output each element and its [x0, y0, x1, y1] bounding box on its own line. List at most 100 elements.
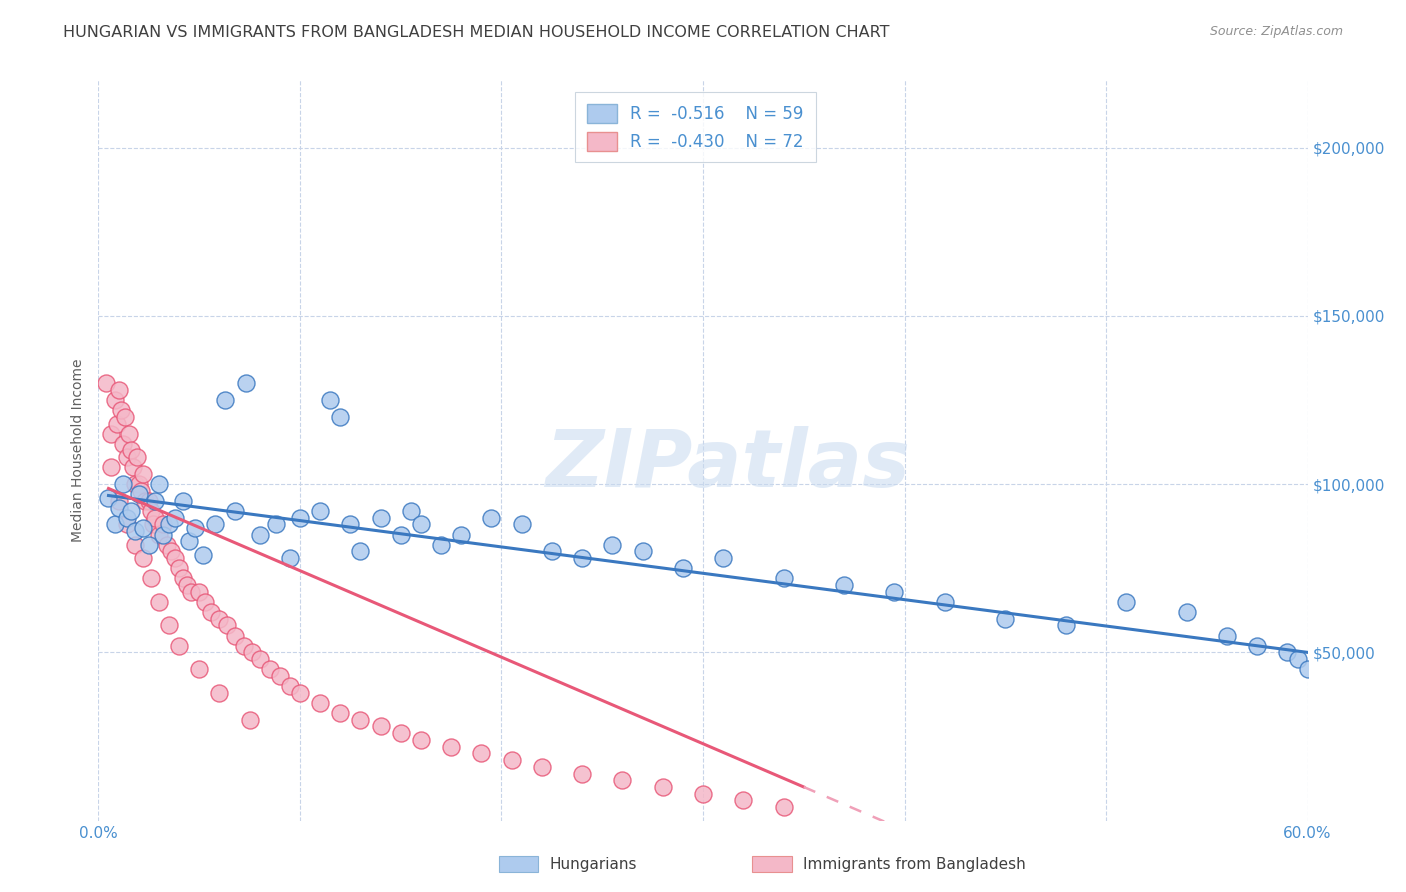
Point — [339, 517, 361, 532]
Point — [125, 450, 148, 465]
Point — [100, 426, 122, 441]
Point — [501, 753, 523, 767]
Point — [115, 517, 138, 532]
Point — [180, 584, 202, 599]
Point — [389, 726, 412, 740]
Point — [124, 477, 146, 491]
Point — [118, 426, 141, 441]
Point — [128, 487, 150, 501]
Point — [111, 477, 134, 491]
Point — [124, 524, 146, 539]
Point — [100, 460, 122, 475]
Point — [105, 417, 128, 431]
Point — [139, 504, 162, 518]
Point — [278, 679, 301, 693]
Point — [540, 544, 562, 558]
Point — [349, 713, 371, 727]
Point — [450, 527, 472, 541]
Point — [430, 538, 453, 552]
Legend: R =  -0.516    N = 59, R =  -0.430    N = 72: R = -0.516 N = 59, R = -0.430 N = 72 — [575, 92, 815, 162]
Point — [510, 517, 533, 532]
Point — [160, 544, 183, 558]
Point — [1216, 628, 1239, 642]
Point — [239, 713, 262, 727]
Point — [172, 494, 194, 508]
Point — [994, 612, 1017, 626]
Point — [278, 551, 301, 566]
Point — [184, 521, 207, 535]
Point — [200, 605, 222, 619]
Text: HUNGARIAN VS IMMIGRANTS FROM BANGLADESH MEDIAN HOUSEHOLD INCOME CORRELATION CHAR: HUNGARIAN VS IMMIGRANTS FROM BANGLADESH … — [63, 25, 890, 40]
Point — [208, 612, 231, 626]
Point — [138, 494, 160, 508]
Point — [148, 527, 170, 541]
Point — [1246, 639, 1268, 653]
Point — [188, 662, 211, 676]
Point — [103, 517, 125, 532]
Point — [208, 686, 231, 700]
Point — [115, 510, 138, 524]
Text: Immigrants from Bangladesh: Immigrants from Bangladesh — [803, 857, 1025, 871]
Point — [121, 460, 143, 475]
Point — [224, 504, 246, 518]
Point — [1286, 652, 1309, 666]
Point — [264, 517, 287, 532]
Text: Source: ZipAtlas.com: Source: ZipAtlas.com — [1209, 25, 1343, 38]
Point — [1277, 645, 1299, 659]
Point — [143, 494, 166, 508]
Point — [481, 510, 503, 524]
Point — [249, 527, 271, 541]
Point — [329, 409, 352, 424]
Point — [409, 517, 432, 532]
Point — [110, 403, 132, 417]
Point — [612, 773, 634, 788]
Point — [103, 392, 125, 407]
Point — [672, 561, 695, 575]
Point — [167, 639, 190, 653]
Point — [107, 383, 129, 397]
Point — [138, 538, 160, 552]
Point — [571, 766, 593, 780]
Point — [309, 696, 332, 710]
Point — [111, 436, 134, 450]
Point — [194, 595, 217, 609]
Point — [1296, 662, 1319, 676]
Point — [409, 732, 432, 747]
Point — [129, 483, 152, 498]
Point — [188, 584, 211, 599]
Point — [288, 510, 311, 524]
Point — [370, 719, 392, 733]
Point — [399, 504, 422, 518]
Point — [309, 504, 332, 518]
Point — [224, 628, 246, 642]
Point — [179, 534, 201, 549]
Point — [120, 443, 142, 458]
Point — [172, 571, 194, 585]
Point — [832, 578, 855, 592]
Y-axis label: Median Household Income: Median Household Income — [72, 359, 86, 542]
Point — [157, 517, 180, 532]
Point — [349, 544, 371, 558]
Point — [249, 652, 271, 666]
Point — [240, 645, 263, 659]
Point — [204, 517, 226, 532]
Point — [143, 510, 166, 524]
Point — [934, 595, 956, 609]
Point — [148, 595, 170, 609]
Text: ZIPatlas: ZIPatlas — [544, 426, 910, 504]
Point — [772, 800, 794, 814]
Point — [772, 571, 794, 585]
Point — [1054, 618, 1077, 632]
Point — [132, 521, 155, 535]
Point — [440, 739, 463, 754]
Point — [163, 510, 186, 524]
Point — [883, 584, 905, 599]
Point — [96, 376, 118, 391]
Point — [214, 392, 236, 407]
Point — [163, 551, 186, 566]
Point — [288, 686, 311, 700]
Point — [651, 780, 673, 794]
Point — [232, 639, 254, 653]
Point — [176, 578, 198, 592]
Point — [733, 793, 755, 807]
